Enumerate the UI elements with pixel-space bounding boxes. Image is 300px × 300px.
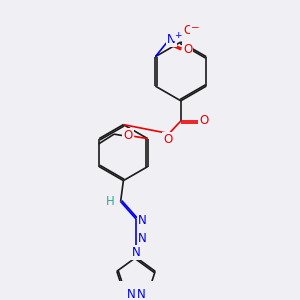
Text: O: O: [183, 43, 192, 56]
Text: O: O: [200, 115, 209, 128]
Text: N: N: [136, 288, 145, 300]
Text: O: O: [163, 133, 172, 146]
Text: −: −: [191, 23, 200, 33]
Text: O: O: [163, 133, 172, 146]
Text: N: N: [167, 33, 176, 46]
Text: N: N: [138, 214, 146, 227]
Text: N: N: [138, 232, 146, 245]
Text: N: N: [132, 246, 141, 259]
Text: H: H: [106, 195, 114, 208]
Text: O: O: [123, 129, 133, 142]
Text: N: N: [127, 288, 136, 300]
Text: +: +: [174, 32, 182, 40]
Text: O: O: [183, 24, 192, 37]
